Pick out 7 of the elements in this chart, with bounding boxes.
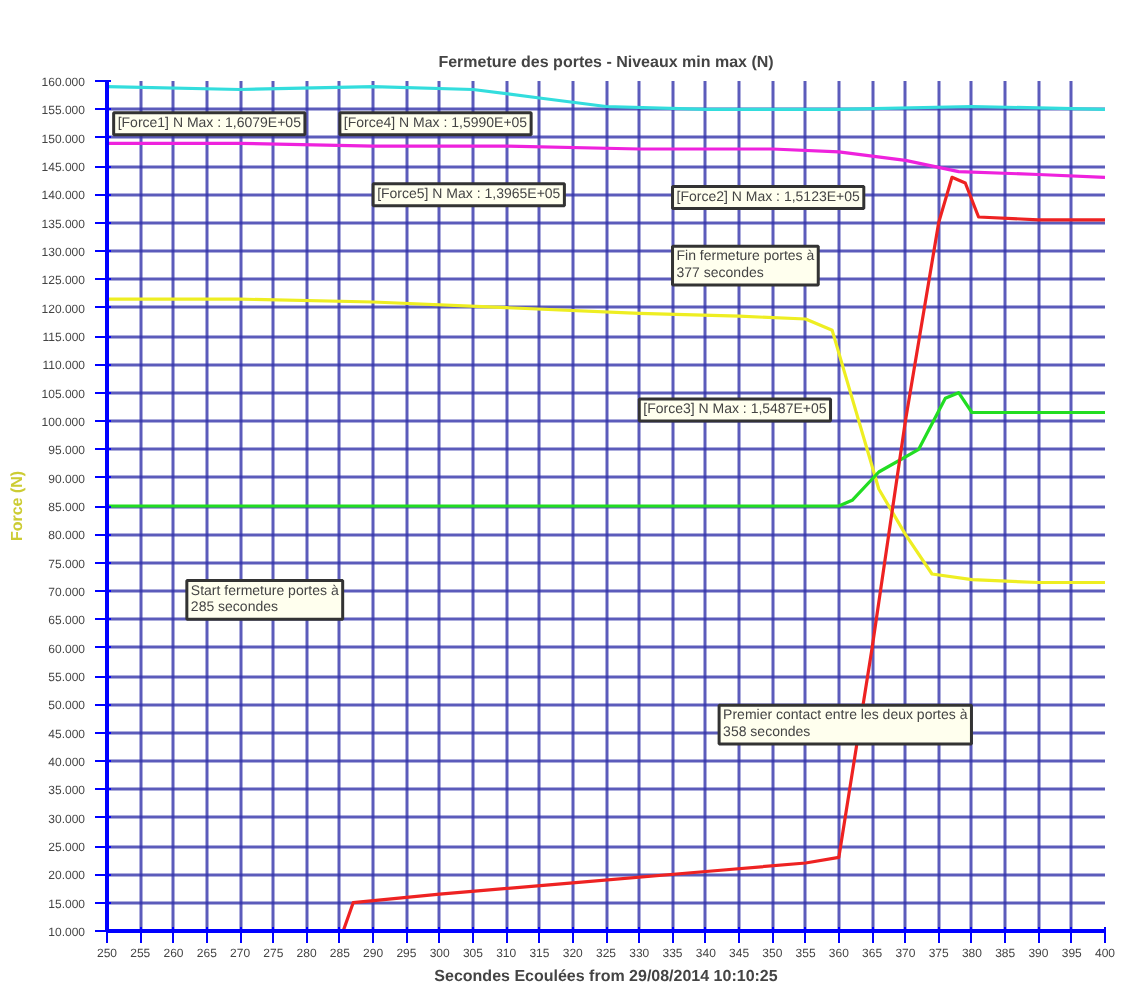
x-axis-title: Secondes Ecoulées from 29/08/2014 10:10:25: [434, 967, 779, 985]
line-series: [107, 85, 1105, 111]
line-series: [107, 391, 1105, 508]
line-series: [107, 141, 1105, 179]
chart-title: Fermeture des portes - Niveaux min max (N): [438, 53, 775, 71]
y-axis-title: Force (N): [7, 470, 26, 542]
line-series: [107, 297, 1105, 585]
